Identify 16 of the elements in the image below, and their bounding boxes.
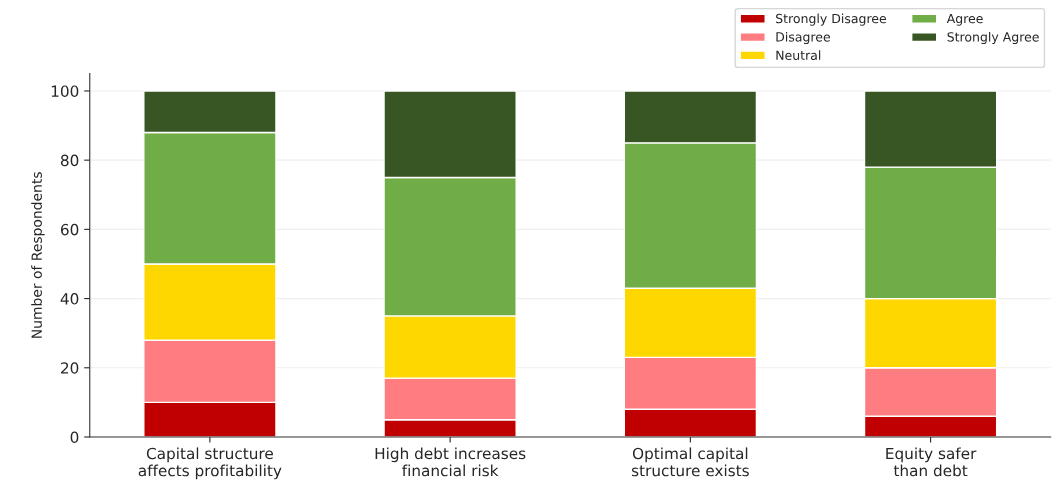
y-tick-label: 20 bbox=[61, 362, 79, 374]
x-tick-label: High debt increases financial risk bbox=[375, 447, 526, 477]
y-axis-title: Number of Respondents bbox=[31, 172, 45, 338]
y-tick-label: 60 bbox=[60, 223, 79, 236]
legend-label: Agree bbox=[946, 13, 983, 26]
y-tick-label: 40 bbox=[60, 293, 79, 305]
x-tick-label: Capital structure affects profitability bbox=[138, 447, 282, 480]
legend-label: Strongly Agree bbox=[947, 31, 1039, 45]
legend-label: Neutral bbox=[776, 50, 821, 60]
legend-label: Disagree bbox=[776, 31, 830, 45]
x-tick-label: Optimal capital structure exists bbox=[631, 447, 749, 477]
y-tick-label: 100 bbox=[51, 85, 79, 97]
x-tick-label: Equity safer than debt bbox=[886, 447, 977, 477]
y-tick-label: 80 bbox=[60, 154, 79, 167]
legend-label: Strongly Disagree bbox=[776, 13, 887, 26]
y-tick-label: 0 bbox=[70, 431, 79, 444]
